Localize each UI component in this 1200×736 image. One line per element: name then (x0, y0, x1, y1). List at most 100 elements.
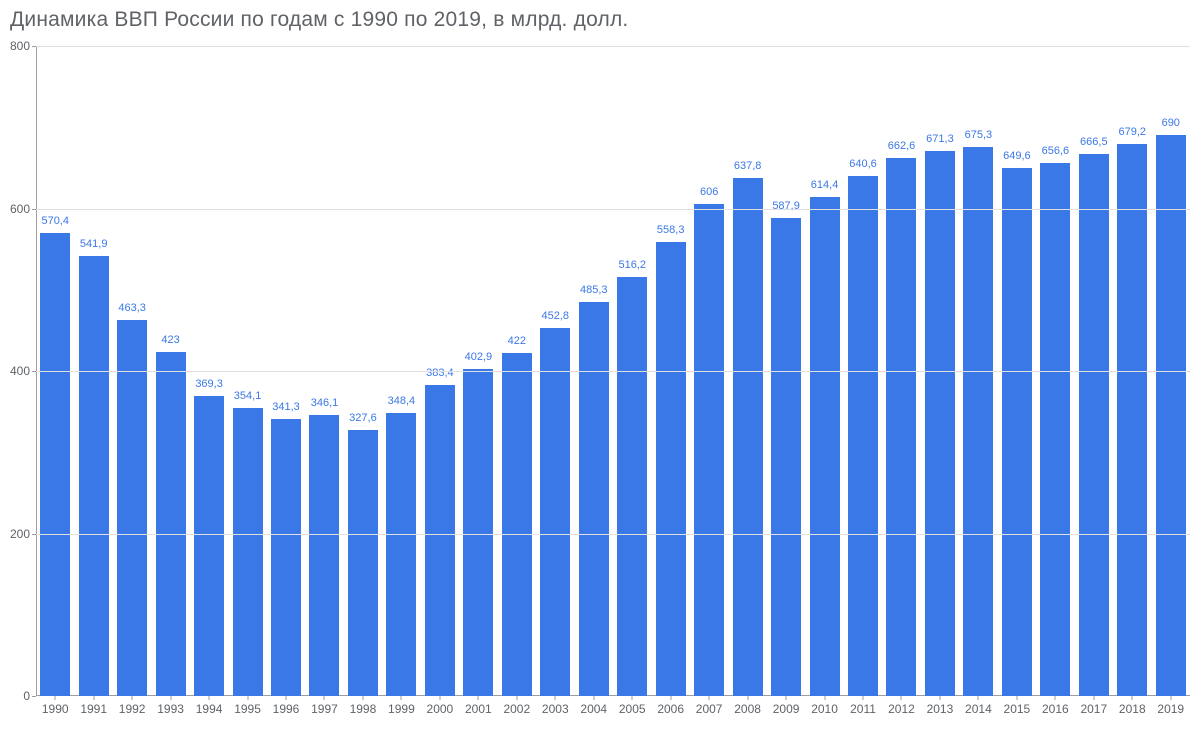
bar (271, 419, 301, 696)
bar (617, 277, 647, 696)
bar-value-label: 383,4 (426, 367, 454, 379)
x-tick-label: 2019 (1157, 702, 1184, 716)
x-tick-mark (401, 696, 402, 700)
bar (848, 176, 878, 696)
bar-slot: 341,31996 (267, 419, 305, 696)
bar-value-label: 679,2 (1119, 126, 1147, 138)
bar-value-label: 485,3 (580, 284, 608, 296)
x-tick-mark (362, 696, 363, 700)
bar (1156, 135, 1186, 696)
x-tick-mark (93, 696, 94, 700)
x-tick-label: 2003 (542, 702, 569, 716)
bar-slot: 656,62016 (1036, 163, 1074, 696)
bar (79, 256, 109, 696)
x-tick-mark (286, 696, 287, 700)
x-tick-label: 2013 (927, 702, 954, 716)
bar (40, 233, 70, 696)
bar (771, 218, 801, 696)
bar-value-label: 346,1 (311, 397, 339, 409)
x-tick-label: 1995 (234, 702, 261, 716)
x-tick-mark (863, 696, 864, 700)
bar (348, 430, 378, 696)
bar (1079, 154, 1109, 696)
bar-value-label: 541,9 (80, 238, 108, 250)
bar-slot: 463,31992 (113, 320, 151, 696)
bar (425, 385, 455, 697)
bar-value-label: 640,6 (849, 158, 877, 170)
x-tick-mark (1170, 696, 1171, 700)
bar-slot: 485,32004 (575, 302, 613, 696)
x-tick-mark (170, 696, 171, 700)
bar-slot: 637,82008 (728, 178, 766, 696)
bar-value-label: 570,4 (41, 215, 69, 227)
grid-line (36, 371, 1190, 372)
x-tick-mark (786, 696, 787, 700)
x-tick-label: 2007 (696, 702, 723, 716)
bar-slot: 614,42010 (805, 197, 843, 696)
bar-value-label: 516,2 (618, 259, 646, 271)
bar-value-label: 463,3 (118, 302, 146, 314)
bar-slot: 570,41990 (36, 233, 74, 696)
bar-value-label: 369,3 (195, 378, 223, 390)
bar-slot: 516,22005 (613, 277, 651, 696)
bar-slot: 346,11997 (305, 415, 343, 696)
bar-value-label: 656,6 (1042, 145, 1070, 157)
x-tick-mark (55, 696, 56, 700)
bar-slot: 558,32006 (651, 242, 689, 696)
bar-value-label: 662,6 (888, 140, 916, 152)
bar-slot: 679,22018 (1113, 144, 1151, 696)
x-tick-label: 2008 (734, 702, 761, 716)
bar-slot: 640,62011 (844, 176, 882, 696)
grid-line (36, 209, 1190, 210)
bar-slot: 6902019 (1152, 135, 1190, 696)
bar-slot: 383,42000 (421, 385, 459, 697)
x-tick-label: 1994 (196, 702, 223, 716)
bar-slot: 587,92009 (767, 218, 805, 696)
bar-value-label: 341,3 (272, 401, 300, 413)
bar (233, 408, 263, 696)
bar (386, 413, 416, 696)
x-tick-label: 2012 (888, 702, 915, 716)
bar-value-label: 606 (700, 186, 718, 198)
bar-value-label: 675,3 (965, 129, 993, 141)
bar (194, 396, 224, 696)
x-tick-label: 2002 (503, 702, 530, 716)
x-tick-label: 1991 (80, 702, 107, 716)
bar-value-label: 587,9 (772, 200, 800, 212)
bar (694, 204, 724, 696)
bar-value-label: 558,3 (657, 224, 685, 236)
bar (463, 369, 493, 696)
x-tick-mark (1016, 696, 1017, 700)
x-tick-label: 2016 (1042, 702, 1069, 716)
x-tick-mark (593, 696, 594, 700)
bar (502, 353, 532, 696)
x-tick-mark (901, 696, 902, 700)
x-tick-label: 2011 (850, 702, 876, 716)
x-tick-mark (1093, 696, 1094, 700)
bar-value-label: 423 (161, 334, 179, 346)
x-tick-label: 1999 (388, 702, 415, 716)
bar-slot: 675,32014 (959, 147, 997, 696)
bar (810, 197, 840, 696)
bar (117, 320, 147, 696)
x-tick-mark (670, 696, 671, 700)
bar-value-label: 452,8 (542, 310, 570, 322)
bar-slot: 452,82003 (536, 328, 574, 696)
bar-value-label: 327,6 (349, 412, 377, 424)
x-tick-label: 2005 (619, 702, 646, 716)
x-tick-mark (1132, 696, 1133, 700)
bar-value-label: 690 (1162, 117, 1180, 129)
bar (156, 352, 186, 696)
x-tick-label: 2006 (657, 702, 684, 716)
bar (733, 178, 763, 696)
bar-slot: 348,41999 (382, 413, 420, 696)
bar (540, 328, 570, 696)
chart-title: Динамика ВВП России по годам с 1990 по 2… (10, 8, 628, 32)
bar-value-label: 637,8 (734, 160, 762, 172)
x-tick-mark (939, 696, 940, 700)
x-tick-label: 1997 (311, 702, 338, 716)
bar-slot: 649,62015 (998, 168, 1036, 696)
x-tick-mark (978, 696, 979, 700)
bar-slot: 6062007 (690, 204, 728, 696)
x-tick-mark (132, 696, 133, 700)
